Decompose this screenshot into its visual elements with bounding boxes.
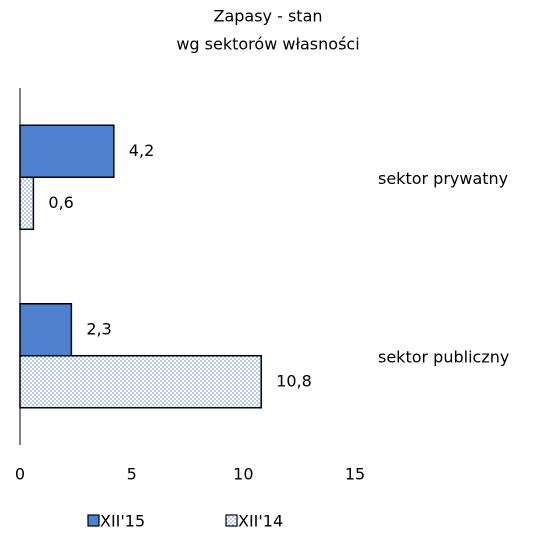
category-label: sektor prywatny	[378, 169, 508, 188]
legend-label: XII'14	[238, 512, 283, 531]
value-label: 10,8	[276, 371, 312, 390]
bar	[19, 176, 35, 230]
value-label: 0,6	[48, 193, 73, 212]
chart-title: Zapasy - stan	[213, 7, 322, 26]
category-label: sektor publiczny	[378, 347, 509, 366]
bar	[19, 124, 115, 178]
x-tick-label: 10	[233, 465, 253, 484]
x-tick-label: 0	[15, 465, 25, 484]
value-label: 2,3	[86, 319, 111, 338]
bar	[19, 303, 73, 357]
value-label: 4,2	[129, 141, 154, 160]
x-tick-label: 5	[127, 465, 137, 484]
legend-label: XII'15	[100, 512, 145, 531]
chart-subtitle: wg sektorów własności	[176, 35, 359, 54]
x-tick-label: 15	[345, 465, 365, 484]
bar	[19, 355, 262, 409]
legend-swatch	[87, 514, 100, 527]
legend-swatch	[225, 514, 238, 527]
